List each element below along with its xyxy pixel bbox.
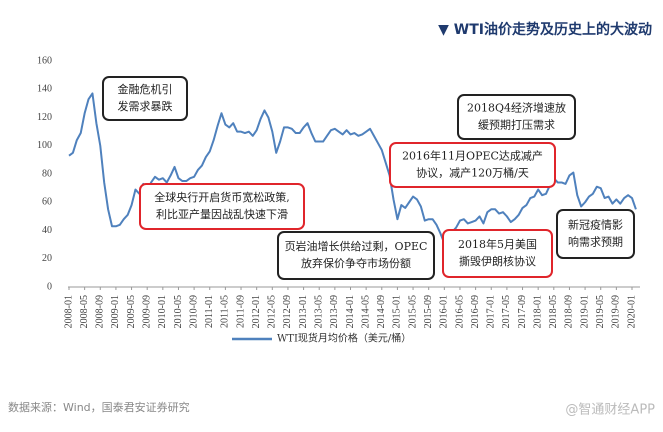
y-tick-label: 40 (42, 225, 52, 236)
x-tick-label: 2016-01 (439, 295, 450, 328)
y-tick-label: 20 (42, 253, 52, 264)
x-tick-label: 2020-01 (626, 295, 637, 328)
annotation-text: 页岩油增长供给过剩，OPEC (285, 239, 428, 253)
x-tick-label: 2013-05 (314, 295, 325, 328)
x-tick-label: 2012-01 (251, 295, 262, 328)
y-tick-label: 80 (42, 168, 52, 179)
y-tick-label: 0 (47, 281, 52, 292)
annotation-text: 发需求暴跌 (118, 99, 173, 113)
x-tick-label: 2017-01 (486, 295, 497, 328)
x-tick-label: 2014-09 (376, 295, 387, 328)
y-tick-label: 120 (37, 112, 52, 123)
y-tick-label: 100 (37, 140, 52, 151)
annotation-text: 2018年5月美国 (458, 237, 537, 251)
x-tick-label: 2017-09 (517, 295, 528, 328)
x-tick-label: 2012-05 (267, 295, 278, 328)
x-tick-label: 2011-01 (204, 295, 215, 328)
x-tick-label: 2008-05 (79, 295, 90, 328)
watermark: @智通财经APP (565, 403, 655, 418)
annotation-box (102, 76, 188, 121)
x-tick-label: 2015-09 (423, 295, 434, 328)
series-line (68, 92, 637, 245)
annotation-box (389, 142, 556, 188)
x-tick-label: 2018-05 (548, 295, 559, 328)
x-tick-label: 2019-09 (611, 295, 622, 328)
x-tick-label: 2010-01 (157, 295, 168, 328)
x-tick-label: 2019-01 (579, 295, 590, 328)
x-tick-label: 2013-01 (298, 295, 309, 328)
y-tick-label: 60 (42, 197, 52, 208)
x-tick-label: 2009-05 (126, 295, 137, 328)
x-tick-label: 2013-09 (329, 295, 340, 328)
x-tick-label: 2019-05 (595, 295, 606, 328)
x-tick-label: 2015-01 (392, 295, 403, 328)
annotation-text: 协议，减产120万桶/天 (416, 166, 529, 180)
annotation-box (556, 209, 635, 259)
x-tick-label: 2015-05 (407, 295, 418, 328)
x-tick-label: 2011-05 (220, 295, 231, 328)
x-tick-label: 2009-09 (141, 295, 152, 328)
annotation-text: 2018Q4经济增速放 (467, 101, 566, 115)
x-tick-label: 2018-09 (564, 295, 575, 328)
x-tick-label: 2014-01 (345, 295, 356, 328)
x-tick-label: 2008-01 (63, 295, 74, 328)
annotation-box (277, 231, 435, 280)
annotation-text: 利比亚产量因战乱快速下滑 (156, 207, 288, 221)
annotation-text: 全球央行开启货币宽松政策, (154, 190, 290, 204)
x-tick-label: 2010-09 (188, 295, 199, 328)
annotation-text: 放弃保价争夺市场份额 (301, 256, 411, 270)
source: 数据来源：Wind，国泰君安证券研究 (8, 400, 190, 414)
chart-title: ▼ WTI油价走势及历史上的大波动 (438, 21, 652, 38)
x-tick-label: 2012-09 (282, 295, 293, 328)
x-tick-label: 2018-01 (532, 295, 543, 328)
y-tick-label: 140 (37, 84, 52, 95)
x-tick-label: 2008-09 (95, 295, 106, 328)
annotation-text: 缓预期打压需求 (478, 118, 555, 132)
annotation-text: 金融危机引 (118, 82, 173, 96)
annotation-text: 新冠疫情影 (568, 218, 623, 232)
annotation-box (442, 229, 553, 278)
annotation-text: 2016年11月OPEC达成减产 (402, 149, 543, 163)
annotation-text: 响需求预期 (568, 236, 623, 249)
legend-label: WTI现货月均价格（美元/桶） (277, 332, 411, 345)
annotation-box (457, 94, 576, 140)
y-tick-label: 160 (37, 55, 52, 66)
x-tick-label: 2011-09 (235, 295, 246, 328)
annotation-box (139, 183, 305, 230)
x-tick-label: 2014-05 (360, 295, 371, 328)
annotation-text: 撕毁伊朗核协议 (459, 254, 536, 268)
x-tick-label: 2016-05 (454, 295, 465, 328)
x-tick-label: 2010-05 (173, 295, 184, 328)
x-tick-label: 2017-05 (501, 295, 512, 328)
x-tick-label: 2009-01 (110, 295, 121, 328)
x-tick-label: 2016-09 (470, 295, 481, 328)
